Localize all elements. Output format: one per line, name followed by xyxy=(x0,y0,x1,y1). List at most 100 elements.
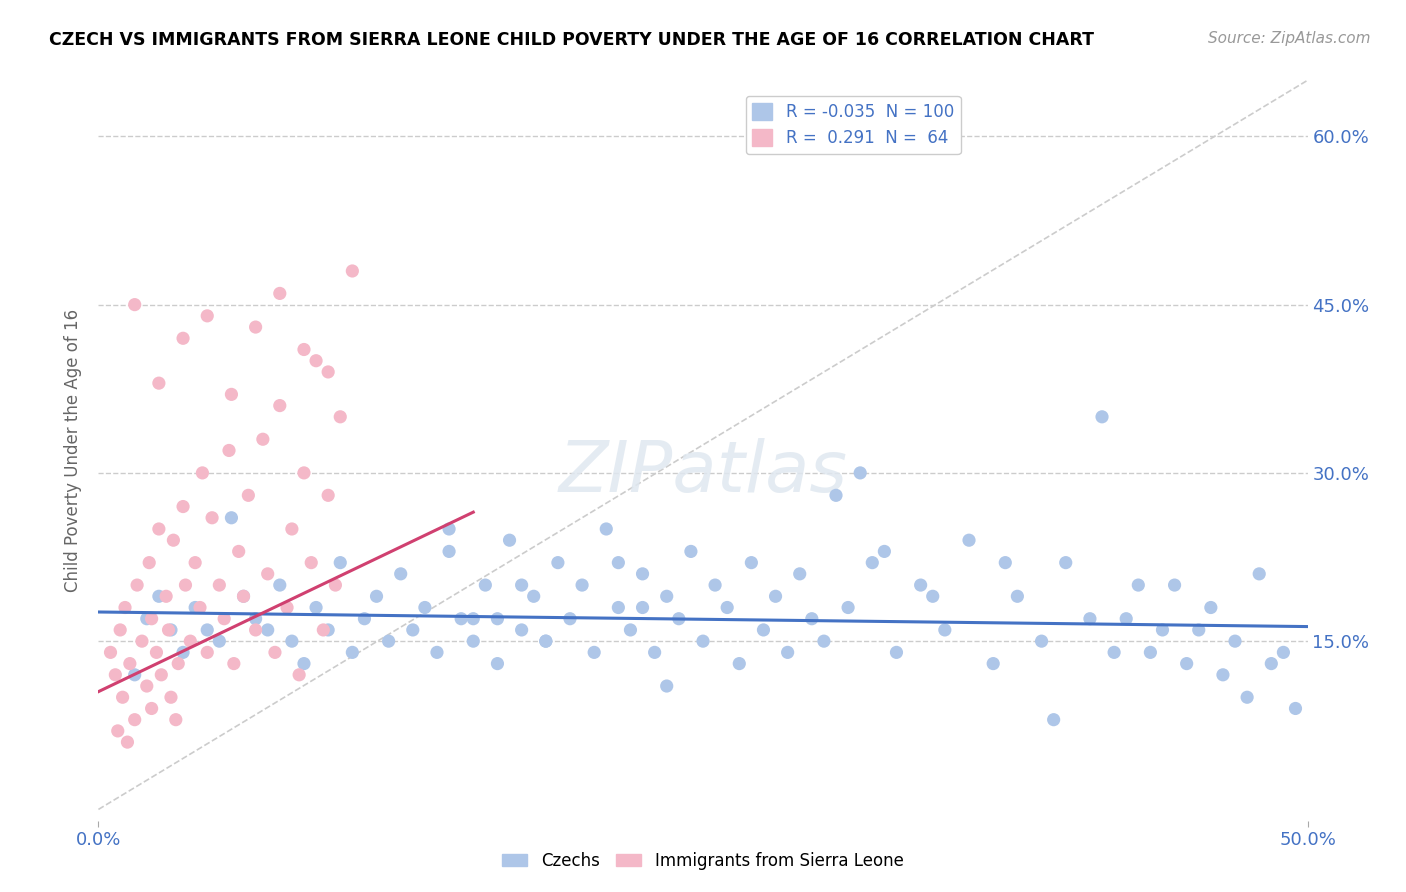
Point xyxy=(191,466,214,480)
Point xyxy=(1054,556,1077,570)
Point xyxy=(486,612,509,626)
Text: Source: ZipAtlas.com: Source: ZipAtlas.com xyxy=(1208,31,1371,46)
Point xyxy=(292,657,315,671)
Y-axis label: Child Poverty Under the Age of 16: Child Poverty Under the Age of 16 xyxy=(65,309,83,592)
Point xyxy=(135,679,157,693)
Point xyxy=(1272,645,1295,659)
Point xyxy=(437,522,460,536)
Point xyxy=(104,668,127,682)
Point xyxy=(716,600,738,615)
Point xyxy=(342,264,364,278)
Point xyxy=(789,566,811,581)
Point xyxy=(450,612,472,626)
Point xyxy=(353,612,375,626)
Point xyxy=(221,387,243,401)
Point xyxy=(148,522,170,536)
Point xyxy=(141,612,163,626)
Point xyxy=(849,466,872,480)
Point xyxy=(222,657,245,671)
Point xyxy=(292,466,315,480)
Point xyxy=(276,600,298,615)
Legend: R = -0.035  N = 100, R =  0.291  N =  64: R = -0.035 N = 100, R = 0.291 N = 64 xyxy=(745,96,960,154)
Point xyxy=(174,578,197,592)
Point xyxy=(1249,566,1271,581)
Point xyxy=(740,556,762,570)
Point xyxy=(245,612,267,626)
Point xyxy=(162,533,184,548)
Point xyxy=(765,589,787,603)
Text: ZIPatlas: ZIPatlas xyxy=(558,438,848,508)
Point xyxy=(256,566,278,581)
Point xyxy=(238,488,260,502)
Point xyxy=(148,589,170,603)
Point xyxy=(111,690,134,705)
Point xyxy=(679,544,702,558)
Point xyxy=(179,634,201,648)
Point xyxy=(218,443,240,458)
Point xyxy=(1223,634,1246,648)
Point xyxy=(188,600,211,615)
Point xyxy=(1139,645,1161,659)
Point xyxy=(299,556,322,570)
Point xyxy=(342,645,364,659)
Point xyxy=(704,578,727,592)
Point xyxy=(1163,578,1185,592)
Point xyxy=(655,589,678,603)
Point xyxy=(981,657,1004,671)
Point xyxy=(312,623,335,637)
Point xyxy=(252,432,274,446)
Point xyxy=(131,634,153,648)
Point xyxy=(728,657,751,671)
Point xyxy=(571,578,593,592)
Point xyxy=(607,556,630,570)
Point xyxy=(1199,600,1222,615)
Point xyxy=(114,600,136,615)
Point xyxy=(184,556,207,570)
Point xyxy=(201,510,224,524)
Point xyxy=(1260,657,1282,671)
Point xyxy=(208,578,231,592)
Point xyxy=(1078,612,1101,626)
Point xyxy=(523,589,546,603)
Point xyxy=(534,634,557,648)
Point xyxy=(910,578,932,592)
Point xyxy=(486,657,509,671)
Point xyxy=(534,634,557,648)
Point xyxy=(837,600,859,615)
Point xyxy=(752,623,775,637)
Point xyxy=(305,600,328,615)
Point xyxy=(329,409,352,424)
Point xyxy=(426,645,449,659)
Point xyxy=(100,645,122,659)
Point xyxy=(195,623,218,637)
Point xyxy=(934,623,956,637)
Point xyxy=(124,713,146,727)
Point xyxy=(389,566,412,581)
Point xyxy=(107,723,129,738)
Point xyxy=(510,623,533,637)
Point xyxy=(127,578,149,592)
Point xyxy=(631,566,654,581)
Legend: Czechs, Immigrants from Sierra Leone: Czechs, Immigrants from Sierra Leone xyxy=(496,846,910,877)
Point xyxy=(437,544,460,558)
Point xyxy=(510,578,533,592)
Point xyxy=(607,600,630,615)
Point xyxy=(172,500,194,514)
Point xyxy=(232,589,254,603)
Point xyxy=(644,645,666,659)
Point xyxy=(558,612,581,626)
Point xyxy=(208,634,231,648)
Point xyxy=(631,600,654,615)
Point xyxy=(463,634,485,648)
Point xyxy=(232,589,254,603)
Point xyxy=(165,713,187,727)
Point xyxy=(269,578,291,592)
Point xyxy=(160,690,183,705)
Point xyxy=(316,488,339,502)
Point xyxy=(118,657,141,671)
Point xyxy=(1152,623,1174,637)
Point xyxy=(155,589,177,603)
Point xyxy=(1091,409,1114,424)
Point xyxy=(595,522,617,536)
Point xyxy=(316,365,339,379)
